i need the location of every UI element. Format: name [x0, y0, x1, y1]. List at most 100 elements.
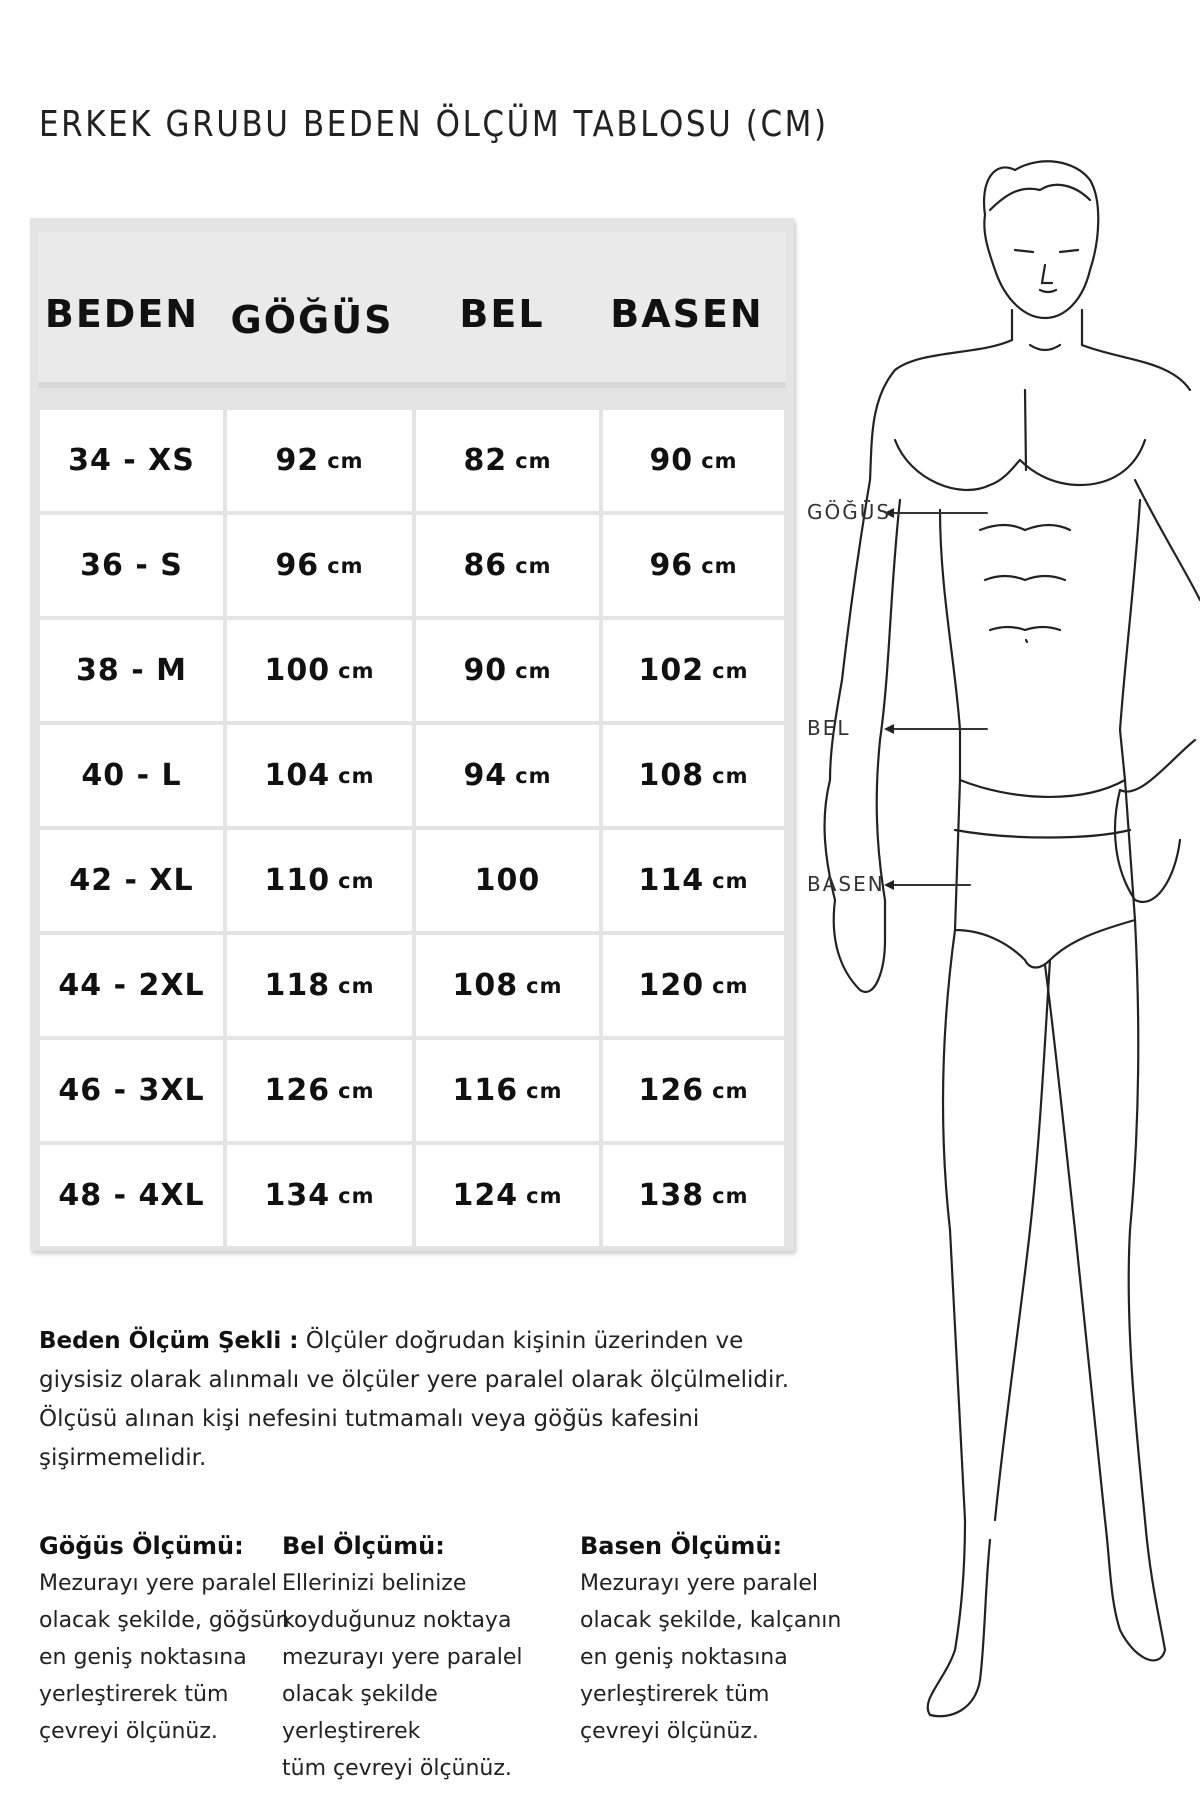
cell-unit: cm [526, 1183, 563, 1208]
cell-unit: cm [712, 658, 749, 683]
instruction-basen: Basen Ölçümü: Mezurayı yere paralel olac… [580, 1528, 870, 1750]
table-row: 48 - 4XL 134 cm 124 cm 138 cm [38, 1143, 786, 1248]
cell-unit: cm [327, 448, 364, 473]
cell-value: 90 [463, 653, 508, 688]
cell-size: 34 - XS [40, 410, 223, 511]
cell-value: 92 [275, 443, 320, 478]
cell-value: 134 [264, 1178, 331, 1213]
cell-value: 108 [638, 758, 705, 793]
cell-bel: 82 cm [415, 410, 599, 511]
cell-value: 86 [463, 548, 508, 583]
instruction-gogus: Göğüs Ölçümü: Mezurayı yere paralel olac… [39, 1528, 329, 1750]
cell-size: 36 - S [40, 515, 223, 616]
cell-unit: cm [712, 763, 749, 788]
cell-unit: cm [526, 973, 563, 998]
cell-value: 116 [452, 1073, 519, 1108]
cell-unit: cm [338, 868, 375, 893]
instruction-bel: Bel Ölçümü: Ellerinizi belinize koyduğun… [282, 1528, 582, 1787]
cell-unit: cm [338, 973, 375, 998]
cell-size: 46 - 3XL [40, 1040, 223, 1141]
label-bel: BEL [807, 716, 851, 740]
cell-basen: 138 cm [602, 1145, 784, 1246]
size-table: BEDEN GÖĞÜS BEL BASEN 34 - XS 92 cm 82 cm 90 c… [30, 218, 794, 1251]
cell-value: 126 [638, 1073, 705, 1108]
cell-unit: cm [712, 1183, 749, 1208]
cell-gogus: 96 cm [227, 515, 412, 616]
cell-bel: 86 cm [415, 515, 599, 616]
cell-gogus: 118 cm [227, 935, 412, 1036]
cell-basen: 90 cm [602, 410, 784, 511]
table-row: 38 - M 100 cm 90 cm 102 cm [38, 618, 786, 723]
cell-unit: cm [712, 868, 749, 893]
cell-bel: 90 cm [415, 620, 599, 721]
cell-unit: cm [701, 553, 738, 578]
cell-unit: cm [712, 1078, 749, 1103]
cell-unit: cm [338, 763, 375, 788]
table-row: 44 - 2XL 118 cm 108 cm 120 cm [38, 933, 786, 1038]
instruction-title: Basen Ölçümü: [580, 1532, 783, 1560]
cell-gogus: 110 cm [227, 830, 412, 931]
cell-gogus: 104 cm [227, 725, 412, 826]
header-beden: BEDEN [44, 292, 200, 336]
page-title: ERKEK GRUBU BEDEN ÖLÇÜM TABLOSU (CM) [39, 104, 829, 145]
method-text: Ölçüler doğrudan kişinin üzerinden ve gi… [39, 1328, 790, 1471]
instruction-text: Mezurayı yere paralel olacak şekilde, ka… [580, 1571, 842, 1744]
instruction-title: Bel Ölçümü: [282, 1532, 445, 1560]
cell-value: 124 [452, 1178, 519, 1213]
cell-unit: cm [515, 553, 552, 578]
cell-value: 120 [638, 968, 705, 1003]
table-row: 34 - XS 92 cm 82 cm 90 cm [38, 408, 786, 513]
cell-unit: cm [515, 763, 552, 788]
cell-value: 118 [264, 968, 331, 1003]
cell-unit: cm [712, 973, 749, 998]
cell-gogus: 100 cm [227, 620, 412, 721]
cell-bel: 116 cm [415, 1040, 599, 1141]
cell-unit: cm [515, 448, 552, 473]
cell-size: 42 - XL [40, 830, 223, 931]
cell-unit: cm [526, 1078, 563, 1103]
cell-unit: cm [338, 658, 375, 683]
method-label: Beden Ölçüm Şekli : [39, 1328, 299, 1354]
cell-unit: cm [701, 448, 738, 473]
cell-value: 100 [474, 863, 541, 898]
table-row: 46 - 3XL 126 cm 116 cm 126 cm [38, 1038, 786, 1143]
cell-value: 82 [463, 443, 508, 478]
instruction-title: Göğüs Ölçümü: [39, 1532, 244, 1560]
header-basen: BASEN [610, 292, 764, 336]
cell-basen: 108 cm [602, 725, 784, 826]
cell-value: 96 [275, 548, 320, 583]
cell-basen: 126 cm [602, 1040, 784, 1141]
instruction-text: Mezurayı yere paralel olacak şekilde, gö… [39, 1571, 290, 1744]
cell-value: 94 [463, 758, 508, 793]
table-body: 34 - XS 92 cm 82 cm 90 cm 36 - S 96 cm 86 cm 96 cm 38 … [38, 408, 786, 1248]
cell-bel: 124 cm [415, 1145, 599, 1246]
measurement-method: Beden Ölçüm Şekli : Ölçüler doğrudan kiş… [39, 1322, 809, 1478]
cell-gogus: 92 cm [227, 410, 412, 511]
cell-unit: cm [327, 553, 364, 578]
cell-gogus: 126 cm [227, 1040, 412, 1141]
cell-gogus: 134 cm [227, 1145, 412, 1246]
table-row: 42 - XL 110 cm 100 114 cm [38, 828, 786, 933]
table-row: 36 - S 96 cm 86 cm 96 cm [38, 513, 786, 618]
table-header: BEDEN GÖĞÜS BEL BASEN [38, 232, 786, 388]
cell-basen: 102 cm [602, 620, 784, 721]
cell-value: 102 [638, 653, 705, 688]
cell-unit: cm [338, 1183, 375, 1208]
cell-value: 100 [264, 653, 331, 688]
cell-value: 138 [638, 1178, 705, 1213]
cell-size: 48 - 4XL [40, 1145, 223, 1246]
cell-size: 40 - L [40, 725, 223, 826]
header-gogus: GÖĞÜS [230, 298, 394, 342]
cell-value: 90 [649, 443, 694, 478]
cell-unit: cm [338, 1078, 375, 1103]
cell-value: 110 [264, 863, 331, 898]
cell-value: 104 [264, 758, 331, 793]
label-gogus: GÖĞÜS [807, 500, 892, 524]
header-bel: BEL [459, 292, 545, 336]
cell-basen: 120 cm [602, 935, 784, 1036]
table-row: 40 - L 104 cm 94 cm 108 cm [38, 723, 786, 828]
cell-basen: 96 cm [602, 515, 784, 616]
cell-unit: cm [515, 658, 552, 683]
male-figure-illustration [823, 160, 1200, 1718]
body-figure: GÖĞÜS BEL BASEN [790, 140, 1200, 1760]
